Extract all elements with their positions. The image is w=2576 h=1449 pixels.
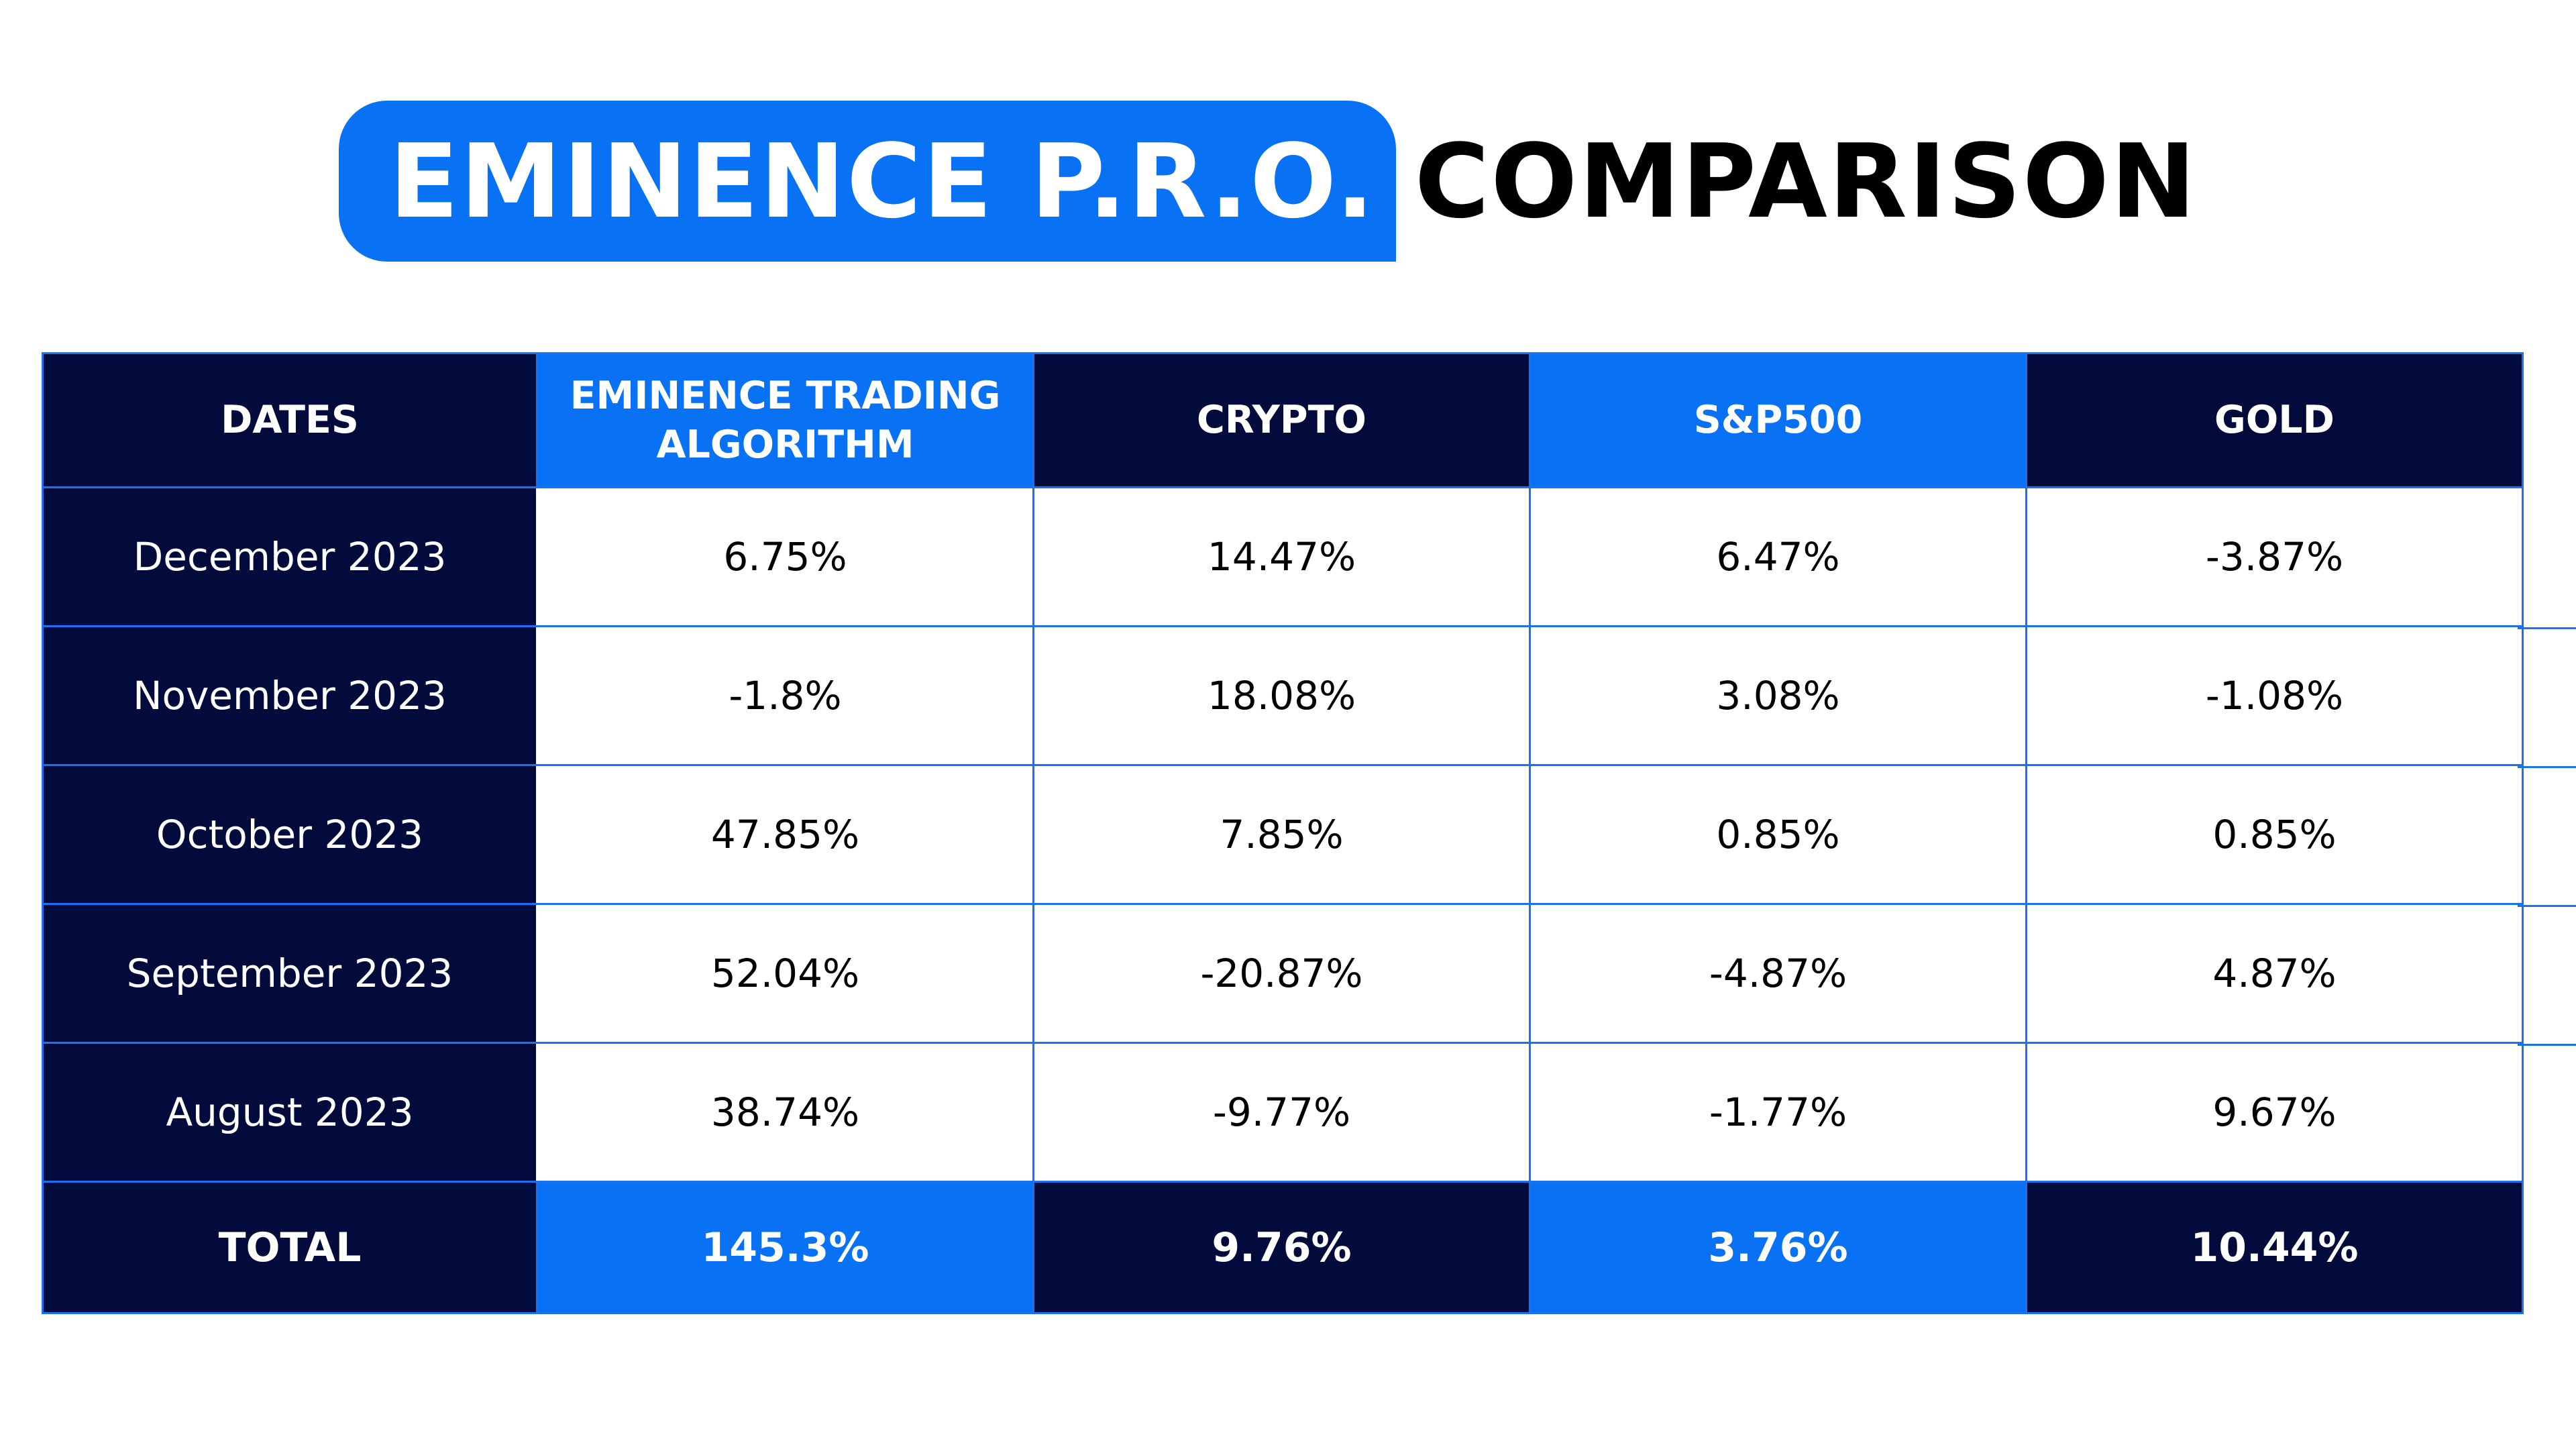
table-row: December 2023 6.75% 14.47% 6.47% -3.87% (42, 486, 2524, 627)
cell-eminence: 38.74% (536, 1042, 1034, 1183)
cell-crypto: -20.87% (1032, 903, 1531, 1044)
comparison-table: DATES EMINENCE TRADING ALGORITHM CRYPTO … (42, 352, 2524, 1314)
row-divider-line (2518, 1044, 2576, 1046)
table-row: September 2023 52.04% -20.87% -4.87% 4.8… (42, 903, 2524, 1044)
cell-sp500: -1.77% (1529, 1042, 2027, 1183)
total-sp500: 3.76% (1529, 1181, 2027, 1314)
title-highlight-pill: EMINENCE P.R.O. (339, 101, 1396, 262)
table-total-row: TOTAL 145.3% 9.76% 3.76% 10.44% (42, 1181, 2524, 1314)
cell-gold: -3.87% (2025, 486, 2524, 627)
title-rest-text: COMPARISON (1414, 121, 2198, 241)
cell-eminence: 47.85% (536, 764, 1034, 905)
row-divider-line (2518, 905, 2576, 907)
table-row: October 2023 47.85% 7.85% 0.85% 0.85% (42, 764, 2524, 905)
total-gold: 10.44% (2025, 1181, 2524, 1314)
header-dates: DATES (42, 352, 538, 488)
header-eminence-algorithm: EMINENCE TRADING ALGORITHM (536, 352, 1034, 488)
cell-crypto: 18.08% (1032, 625, 1531, 766)
row-date: October 2023 (42, 764, 538, 905)
table-header-row: DATES EMINENCE TRADING ALGORITHM CRYPTO … (42, 352, 2524, 488)
cell-eminence: 52.04% (536, 903, 1034, 1044)
cell-gold: 4.87% (2025, 903, 2524, 1044)
row-date: August 2023 (42, 1042, 538, 1183)
table-row-divider-extension (2518, 488, 2576, 1195)
cell-eminence: -1.8% (536, 625, 1034, 766)
page-title: EMINENCE P.R.O. COMPARISON (339, 101, 2197, 262)
comparison-table-container: DATES EMINENCE TRADING ALGORITHM CRYPTO … (42, 352, 2524, 1314)
cell-crypto: 14.47% (1032, 486, 1531, 627)
cell-sp500: 6.47% (1529, 486, 2027, 627)
cell-gold: 9.67% (2025, 1042, 2524, 1183)
table-row: August 2023 38.74% -9.77% -1.77% 9.67% (42, 1042, 2524, 1183)
row-divider-line (2518, 627, 2576, 629)
total-eminence: 145.3% (536, 1181, 1034, 1314)
cell-crypto: 7.85% (1032, 764, 1531, 905)
cell-sp500: 0.85% (1529, 764, 2027, 905)
cell-sp500: -4.87% (1529, 903, 2027, 1044)
row-divider-line (2518, 766, 2576, 768)
table-row: November 2023 -1.8% 18.08% 3.08% -1.08% (42, 625, 2524, 766)
row-date: November 2023 (42, 625, 538, 766)
header-gold: GOLD (2025, 352, 2524, 488)
title-highlight-text: EMINENCE P.R.O. (389, 121, 1376, 241)
cell-gold: 0.85% (2025, 764, 2524, 905)
total-crypto: 9.76% (1032, 1181, 1531, 1314)
row-date: September 2023 (42, 903, 538, 1044)
header-sp500: S&P500 (1529, 352, 2027, 488)
total-label: TOTAL (42, 1181, 538, 1314)
cell-gold: -1.08% (2025, 625, 2524, 766)
cell-eminence: 6.75% (536, 486, 1034, 627)
cell-sp500: 3.08% (1529, 625, 2027, 766)
row-date: December 2023 (42, 486, 538, 627)
cell-crypto: -9.77% (1032, 1042, 1531, 1183)
header-crypto: CRYPTO (1032, 352, 1531, 488)
